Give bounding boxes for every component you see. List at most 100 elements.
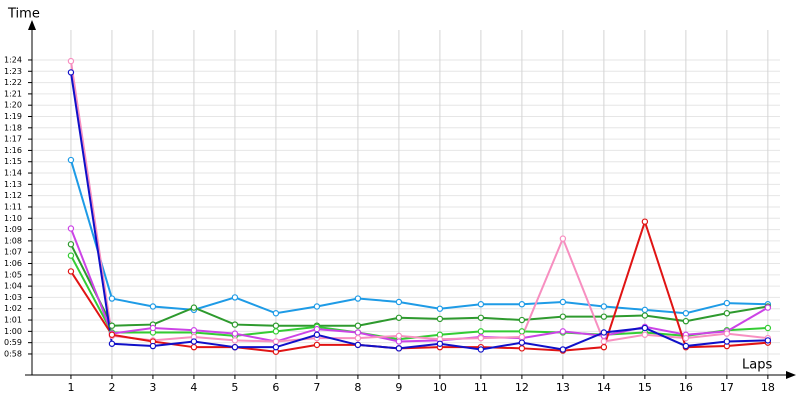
data-point bbox=[231, 330, 239, 337]
data-point bbox=[600, 329, 608, 336]
data-point bbox=[108, 322, 116, 329]
y-tick-label: 1:00 bbox=[4, 327, 22, 336]
data-point bbox=[231, 321, 239, 328]
data-point bbox=[149, 303, 157, 310]
data-point bbox=[600, 343, 608, 351]
x-tick-label: 10 bbox=[433, 381, 447, 394]
y-tick-label: 1:23 bbox=[4, 67, 22, 76]
data-point bbox=[272, 328, 280, 335]
x-axis-arrow bbox=[786, 371, 796, 379]
x-tick-label: 5 bbox=[231, 381, 238, 394]
y-tick-label: 1:20 bbox=[4, 101, 22, 110]
series-line bbox=[69, 72, 768, 351]
data-point bbox=[600, 313, 608, 320]
y-tick-label: 1:14 bbox=[4, 169, 22, 178]
x-tick-label: 17 bbox=[720, 381, 734, 394]
series-line bbox=[70, 243, 769, 327]
data-point bbox=[231, 343, 239, 351]
data-point bbox=[477, 328, 485, 335]
y-tick-label: 1:15 bbox=[4, 157, 22, 166]
data-point bbox=[723, 330, 731, 337]
data-point bbox=[641, 306, 649, 314]
data-point bbox=[313, 341, 321, 349]
data-point bbox=[436, 315, 444, 323]
data-point bbox=[641, 324, 649, 332]
x-tick-label: 13 bbox=[556, 381, 570, 394]
y-axis-arrow bbox=[28, 20, 36, 30]
data-point bbox=[231, 294, 239, 301]
x-tick-label: 16 bbox=[679, 381, 693, 394]
data-point bbox=[395, 314, 403, 321]
y-tick-label: 1:11 bbox=[4, 202, 22, 211]
x-tick-label: 1 bbox=[67, 381, 74, 394]
data-point bbox=[354, 295, 362, 302]
data-point bbox=[559, 346, 567, 353]
data-point bbox=[518, 301, 526, 308]
y-tick-label: 1:12 bbox=[4, 191, 22, 200]
data-point bbox=[477, 314, 485, 321]
y-tick-label: 1:09 bbox=[4, 225, 22, 234]
y-tick-label: 1:05 bbox=[4, 270, 22, 279]
y-tick-label: 1:13 bbox=[4, 180, 22, 189]
data-point bbox=[395, 298, 403, 306]
data-point bbox=[108, 331, 116, 338]
data-point bbox=[764, 324, 772, 332]
x-tick-label: 3 bbox=[149, 381, 156, 394]
y-tick-label: 1:22 bbox=[4, 78, 22, 87]
data-point bbox=[559, 235, 567, 242]
y-tick-label: 1:02 bbox=[4, 304, 22, 313]
data-point bbox=[231, 337, 239, 344]
y-tick-label: 1:16 bbox=[4, 146, 22, 155]
data-point bbox=[67, 252, 75, 259]
series-line bbox=[70, 228, 769, 343]
series-line bbox=[69, 159, 768, 315]
data-point bbox=[190, 327, 198, 334]
data-point bbox=[67, 241, 75, 248]
grid bbox=[32, 30, 780, 375]
data-point bbox=[641, 312, 649, 319]
x-tick-label: 8 bbox=[354, 381, 361, 394]
x-tick-label: 6 bbox=[272, 381, 279, 394]
data-point bbox=[313, 325, 321, 333]
data-point bbox=[764, 337, 772, 344]
y-tick-label: 1:08 bbox=[4, 236, 22, 245]
axes: Time Laps 0:58 0:59 1:00 1:01 1:02 1:03 1:04 1:… bbox=[4, 7, 796, 394]
data-point bbox=[682, 317, 690, 325]
data-point bbox=[108, 340, 116, 347]
y-tick-label: 1:19 bbox=[4, 112, 22, 121]
x-tick-label: 9 bbox=[395, 381, 402, 394]
x-tick-label: 4 bbox=[190, 381, 197, 394]
series-line bbox=[69, 60, 768, 343]
y-tick-label: 1:01 bbox=[4, 316, 22, 325]
data-point bbox=[477, 346, 485, 353]
data-point bbox=[764, 304, 772, 311]
data-point bbox=[682, 310, 690, 317]
data-point bbox=[641, 331, 649, 338]
data-point bbox=[641, 218, 649, 225]
data-point bbox=[559, 298, 567, 306]
data-point bbox=[67, 225, 75, 232]
data-point bbox=[149, 342, 157, 350]
x-tick-label: 11 bbox=[474, 381, 488, 394]
data-point bbox=[272, 338, 280, 345]
data-point bbox=[149, 324, 157, 332]
y-tick-label: 1:10 bbox=[4, 214, 22, 223]
data-point bbox=[518, 316, 526, 324]
data-point bbox=[67, 57, 75, 65]
x-tick-label: 15 bbox=[638, 381, 652, 394]
y-tick-label: 1:06 bbox=[4, 259, 22, 268]
data-point bbox=[600, 338, 608, 345]
y-tick-label: 1:03 bbox=[4, 293, 22, 302]
data-point bbox=[313, 331, 321, 338]
data-point bbox=[67, 69, 75, 76]
y-tick-label: 1:18 bbox=[4, 123, 22, 132]
data-point bbox=[600, 303, 608, 310]
data-point bbox=[477, 334, 485, 342]
y-tick-label: 1:17 bbox=[4, 135, 22, 144]
data-point bbox=[190, 343, 198, 351]
data-point bbox=[436, 340, 444, 347]
y-tick-label: 1:21 bbox=[4, 89, 22, 98]
data-point bbox=[395, 338, 403, 345]
y-tick-label: 0:58 bbox=[4, 349, 22, 358]
